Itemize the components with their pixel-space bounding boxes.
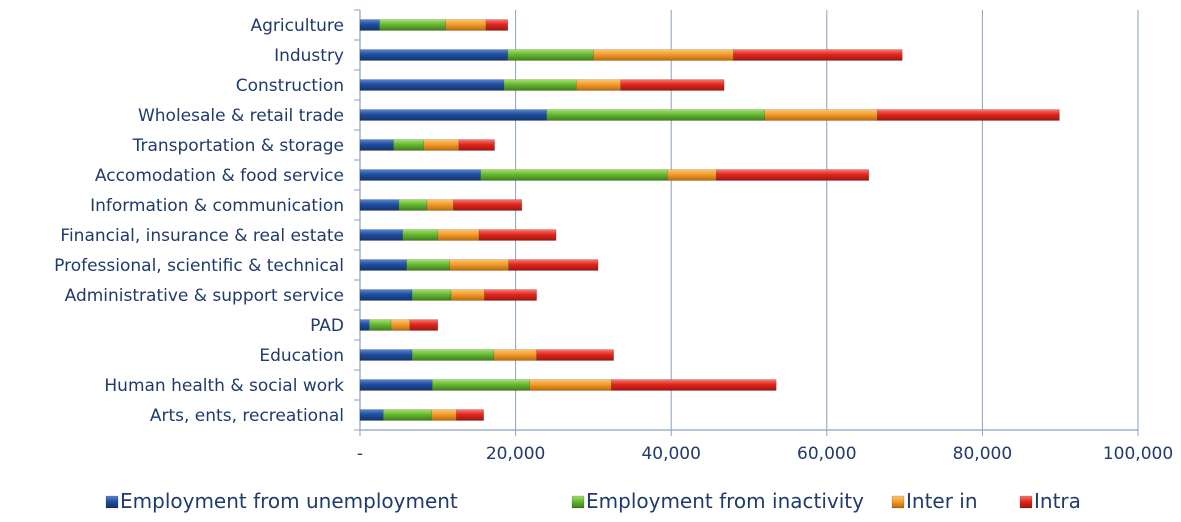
category-label: Education (259, 346, 344, 366)
category-label: Agriculture (251, 16, 345, 36)
legend-swatch-employment-from-inactivity (571, 495, 585, 509)
bar-inter-in-industry (593, 49, 734, 61)
bar-inter-in-professional-scientific-technical (449, 259, 509, 271)
bar-employment-from-unemployment-accomodation-food-service (359, 169, 481, 181)
bar-intra-agriculture (485, 19, 509, 31)
category-label: Administrative & support service (65, 286, 344, 306)
bar-intra-industry (733, 49, 903, 61)
bar-employment-from-inactivity-administrative-support-service (411, 289, 452, 301)
bar-employment-from-inactivity-accomodation-food-service (480, 169, 668, 181)
bar-intra-information-communication (453, 199, 523, 211)
x-tick-label: 40,000 (641, 444, 700, 464)
bar-inter-in-pad (390, 319, 411, 331)
bar-employment-from-inactivity-construction (503, 79, 577, 91)
bar-employment-from-unemployment-pad (359, 319, 370, 331)
bar-intra-education (536, 349, 614, 361)
bar-employment-from-unemployment-information-communication (359, 199, 400, 211)
axes (354, 9, 1139, 436)
bar-employment-from-unemployment-construction (359, 79, 505, 91)
bar-inter-in-arts-ents-recreational (431, 409, 457, 421)
x-tick-label: 100,000 (1103, 444, 1173, 464)
category-label: Arts, ents, recreational (150, 406, 344, 426)
category-label: Professional, scientific & technical (54, 256, 344, 276)
bar-inter-in-wholesale-retail-trade (764, 109, 878, 121)
legend: Employment from unemployment Employment f… (105, 489, 1081, 513)
bar-intra-human-health-social-work (611, 379, 777, 391)
bar-intra-arts-ents-recreational (456, 409, 484, 421)
bar-employment-from-inactivity-professional-scientific-technical (406, 259, 450, 271)
x-tick-label: - (357, 444, 363, 464)
bar-inter-in-transportation-storage (423, 139, 460, 151)
bar-employment-from-inactivity-agriculture (379, 19, 446, 31)
bar-intra-pad (409, 319, 439, 331)
bar-employment-from-unemployment-human-health-social-work (359, 379, 433, 391)
x-tick-labels: - 20,000 40,000 60,000 80,000 100,000 (357, 444, 1173, 464)
bar-employment-from-unemployment-agriculture (359, 19, 380, 31)
bar-intra-construction (620, 79, 725, 91)
bar-intra-accomodation-food-service (716, 169, 870, 181)
bar-employment-from-unemployment-education (359, 349, 413, 361)
bar-inter-in-education (493, 349, 537, 361)
category-label: Transportation & storage (132, 136, 344, 156)
bar-inter-in-accomodation-food-service (667, 169, 717, 181)
bar-employment-from-unemployment-administrative-support-service (359, 289, 413, 301)
legend-swatch-employment-from-unemployment (105, 495, 119, 509)
category-label: Information & communication (90, 196, 344, 216)
bar-employment-from-inactivity-wholesale-retail-trade (546, 109, 765, 121)
bar-employment-from-unemployment-financial-insurance-real-estate (359, 229, 404, 241)
bar-intra-transportation-storage (458, 139, 495, 151)
category-labels: Agriculture Industry Construction Wholesale… (54, 16, 344, 426)
category-label: Human health & social work (104, 376, 344, 396)
bar-inter-in-human-health-social-work (529, 379, 612, 391)
gridlines (515, 10, 1139, 430)
legend-label-employment-from-unemployment: Employment from unemployment (120, 489, 458, 513)
bar-intra-wholesale-retail-trade (877, 109, 1060, 121)
category-label: Construction (236, 76, 344, 96)
x-tick-label: 60,000 (797, 444, 856, 464)
bar-inter-in-financial-insurance-real-estate (437, 229, 480, 241)
bar-intra-financial-insurance-real-estate (478, 229, 557, 241)
legend-swatch-inter-in (891, 495, 905, 509)
legend-label-inter-in: Inter in (906, 489, 978, 513)
category-label: Wholesale & retail trade (138, 106, 344, 126)
bar-employment-from-unemployment-industry (359, 49, 509, 61)
bar-employment-from-inactivity-financial-insurance-real-estate (402, 229, 439, 241)
bars (359, 19, 1060, 421)
bar-employment-from-inactivity-information-communication (398, 199, 428, 211)
bar-employment-from-inactivity-arts-ents-recreational (383, 409, 432, 421)
bar-employment-from-inactivity-pad (369, 319, 392, 331)
x-tick-label: 80,000 (953, 444, 1012, 464)
bar-employment-from-inactivity-human-health-social-work (432, 379, 530, 391)
category-label: Industry (274, 46, 344, 66)
bar-employment-from-unemployment-professional-scientific-technical (359, 259, 407, 271)
bar-inter-in-construction (576, 79, 621, 91)
category-label: PAD (310, 316, 344, 336)
bar-employment-from-inactivity-industry (507, 49, 594, 61)
bar-inter-in-administrative-support-service (450, 289, 485, 301)
x-tick-label: 20,000 (486, 444, 545, 464)
legend-label-intra: Intra (1034, 489, 1081, 513)
category-label: Accomodation & food service (95, 166, 344, 186)
legend-swatch-intra (1019, 495, 1033, 509)
bar-employment-from-inactivity-education (411, 349, 495, 361)
category-label: Financial, insurance & real estate (60, 226, 344, 246)
bar-employment-from-inactivity-transportation-storage (393, 139, 425, 151)
bar-employment-from-unemployment-arts-ents-recreational (359, 409, 384, 421)
bar-intra-administrative-support-service (484, 289, 537, 301)
bar-inter-in-agriculture (445, 19, 487, 31)
bar-intra-professional-scientific-technical (508, 259, 599, 271)
legend-label-employment-from-inactivity: Employment from inactivity (586, 489, 864, 513)
bar-employment-from-unemployment-transportation-storage (359, 139, 394, 151)
bar-employment-from-unemployment-wholesale-retail-trade (359, 109, 547, 121)
bar-inter-in-information-communication (426, 199, 454, 211)
